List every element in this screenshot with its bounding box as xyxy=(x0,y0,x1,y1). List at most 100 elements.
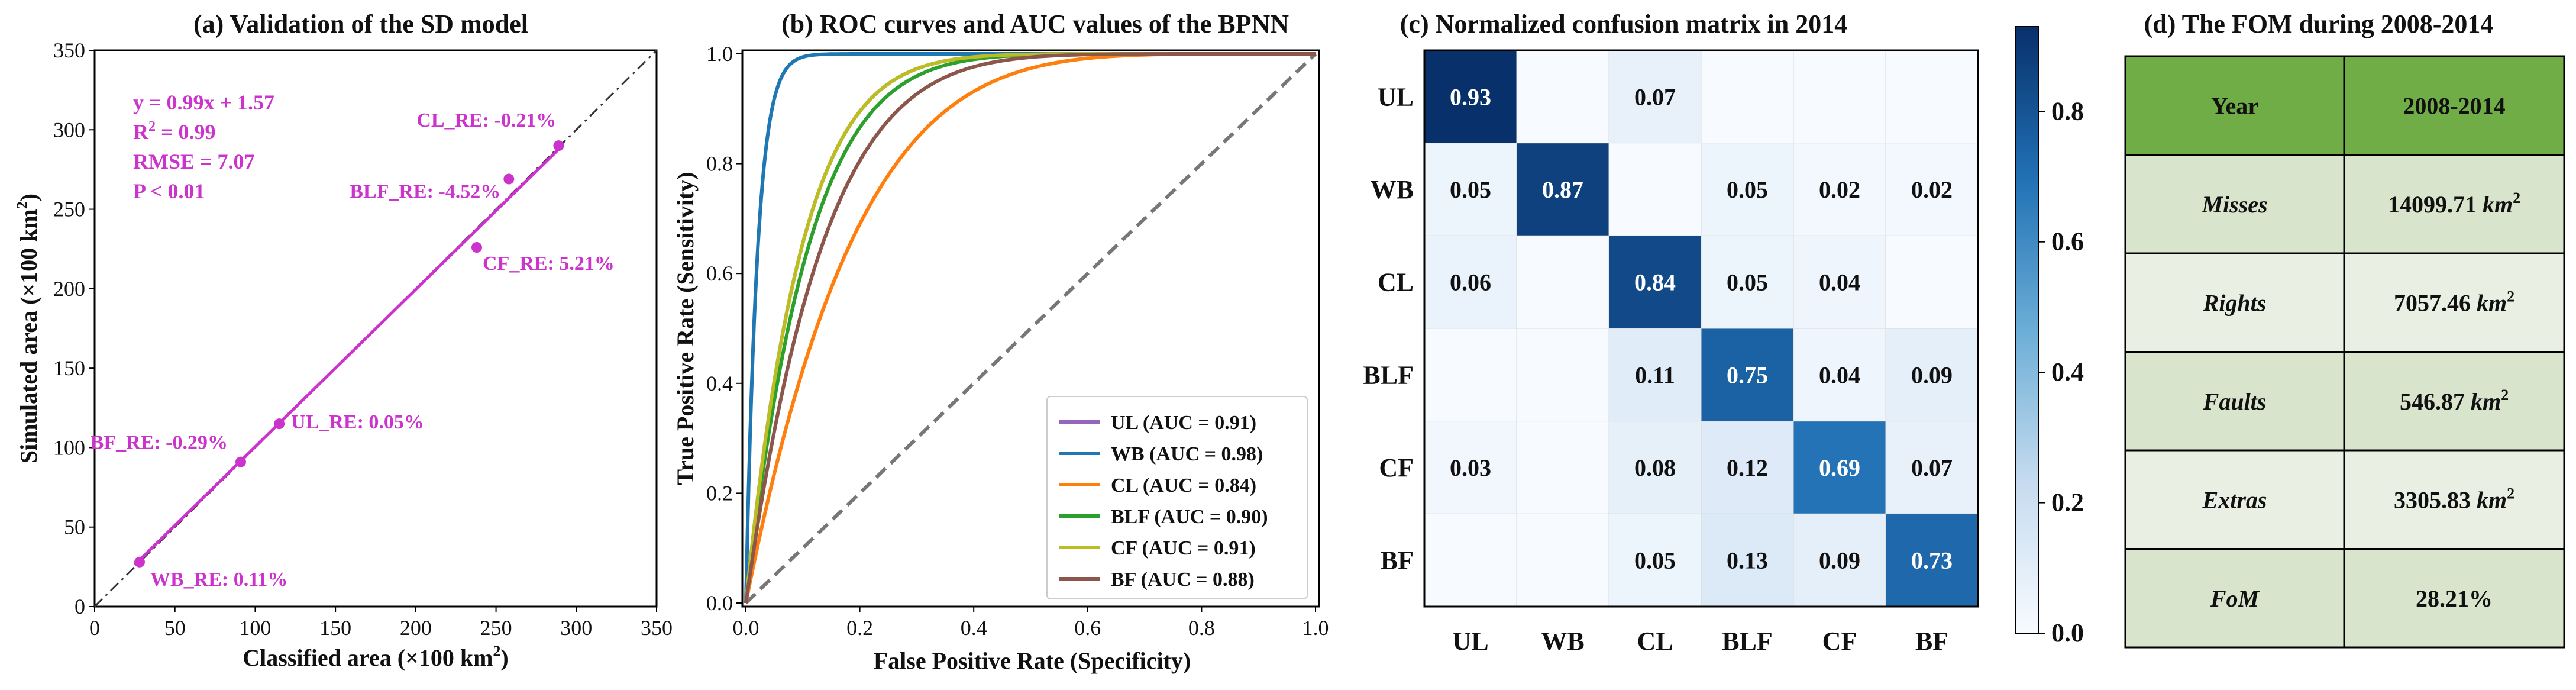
legend-entry: BF (AUC = 0.88) xyxy=(1111,569,1255,591)
matrix-cell-value: 0.11 xyxy=(1635,362,1675,388)
matrix-cell-value: 0.12 xyxy=(1727,454,1768,481)
fom-table: Year 2008-2014 Misses 14099.71 km2 Rights 705… xyxy=(2124,55,2565,649)
matrix-cell xyxy=(1424,143,1517,236)
panel-b-ticks: 0.0 0.2 0.4 0.6 0.8 1.0 0.0 0.2 0.4 0.6 0.8 1.0 xyxy=(706,42,1329,640)
x-tick-label: 0 xyxy=(89,616,100,640)
x-tick-label: 250 xyxy=(480,616,512,640)
matrix-frame xyxy=(1423,49,1979,608)
column-label: WB xyxy=(1541,627,1584,656)
column-label: BF xyxy=(1915,627,1948,656)
matrix-cell xyxy=(1793,50,1886,144)
x-tick-label: 1.0 xyxy=(1302,616,1329,640)
panel-a-y-axis-label: Simulated area (×100 km2) xyxy=(14,194,42,463)
y-tick-label: 50 xyxy=(64,515,85,539)
data-point xyxy=(274,418,285,430)
matrix-cell xyxy=(1885,143,1979,236)
matrix-cell xyxy=(1516,50,1609,144)
data-point xyxy=(134,556,145,568)
legend-entry: UL (AUC = 0.91) xyxy=(1111,412,1256,434)
fit-stats: y = 0.99x + 1.57 R2 = 0.99 RMSE = 7.07 P… xyxy=(133,91,274,203)
y-tick-label: 100 xyxy=(53,436,85,459)
colorbar-tick-label: 0.8 xyxy=(2051,96,2084,125)
matrix-cell xyxy=(1701,328,1794,422)
table-cell xyxy=(2124,351,2345,452)
legend-box xyxy=(1046,396,1308,599)
panel-a-x-axis-label: Classified area (×100 km2) xyxy=(243,643,508,671)
matrix-cell xyxy=(1424,328,1517,422)
matrix-cell-value: 0.75 xyxy=(1727,362,1768,388)
matrix-cell-value: 0.02 xyxy=(1819,176,1860,203)
matrix-cell xyxy=(1701,421,1794,514)
table-row-label: Extras xyxy=(2202,486,2267,513)
panel-a-points: WB_RE: 0.11% BF_RE: -0.29% UL_RE: 0.05% CF_… xyxy=(91,109,615,591)
row-label: BF xyxy=(1381,546,1414,575)
matrix-cell xyxy=(1516,328,1609,422)
matrix-cell xyxy=(1701,235,1794,329)
matrix-cell-value: 0.84 xyxy=(1634,269,1676,296)
panel-a-title: (a) Validation of the SD model xyxy=(193,9,528,38)
matrix-cell-value: 0.03 xyxy=(1450,454,1491,481)
matrix-cell xyxy=(1885,421,1979,514)
matrix-cell-value: 0.87 xyxy=(1542,176,1583,203)
panel-b-title: (b) ROC curves and AUC values of the BPN… xyxy=(781,9,1289,38)
panel-d-title: (d) The FOM during 2008-2014 xyxy=(2144,9,2494,38)
matrix-cell-value: 0.05 xyxy=(1634,547,1676,574)
y-tick-label: 0 xyxy=(75,595,85,618)
table-header-period: 2008-2014 xyxy=(2403,92,2505,119)
panel-b-roc-chart: (b) ROC curves and AUC values of the BPN… xyxy=(672,9,1329,674)
panel-d-fom-table: (d) The FOM during 2008-2014 Year 2008-20… xyxy=(2124,9,2565,649)
panel-a-validation-scatter: (a) Validation of the SD model 0 50 100 150… xyxy=(14,9,673,671)
row-label: BLF xyxy=(1363,360,1414,389)
y-tick-label: 150 xyxy=(53,356,85,380)
matrix-cell xyxy=(1608,143,1702,236)
column-label: BLF xyxy=(1722,627,1773,656)
matrix-cell-value: 0.05 xyxy=(1727,269,1768,296)
table-row-label: Rights xyxy=(2203,289,2267,316)
point-label: BLF_RE: -4.52% xyxy=(350,181,500,203)
matrix-cell-value: 0.02 xyxy=(1911,176,1953,203)
y-tick-label: 200 xyxy=(53,277,85,301)
column-label: CF xyxy=(1822,627,1857,656)
matrix-cell xyxy=(1793,235,1886,329)
x-tick-label: 300 xyxy=(560,616,592,640)
x-tick-label: 0.6 xyxy=(1074,616,1101,640)
fit-r2: R2 = 0.99 xyxy=(133,119,216,144)
y-tick-label: 300 xyxy=(53,118,85,141)
x-tick-label: 350 xyxy=(641,616,673,640)
x-tick-label: 0.0 xyxy=(733,616,759,640)
matrix-cell-value: 0.04 xyxy=(1819,362,1860,388)
table-cell xyxy=(2124,154,2345,254)
panel-a-axes-frame xyxy=(93,49,658,608)
table-cell xyxy=(2343,449,2565,550)
legend-entry: WB (AUC = 0.98) xyxy=(1111,443,1263,465)
matrix-cell xyxy=(1793,328,1886,422)
row-label: CF xyxy=(1379,453,1414,482)
legend-entry: CL (AUC = 0.84) xyxy=(1111,475,1256,496)
row-label: UL xyxy=(1378,82,1414,111)
matrix-cell xyxy=(1608,421,1702,514)
x-tick-label: 50 xyxy=(164,616,186,640)
fit-p-value: P < 0.01 xyxy=(133,179,205,203)
panel-b-axes-frame xyxy=(741,49,1320,608)
y-tick-label: 250 xyxy=(53,198,85,221)
table-row-value: 14099.71 km2 xyxy=(2388,189,2520,218)
panel-c-title: (c) Normalized confusion matrix in 2014 xyxy=(1400,9,1847,38)
table-row-label: Misses xyxy=(2201,191,2267,218)
matrix-cell xyxy=(1793,421,1886,514)
confusion-cells: 0.93 0.07 0.05 0.87 0.05 0.02 0.02 0.06 0.84 0.05… xyxy=(1424,50,1979,607)
colorbar-tick-label: 0.4 xyxy=(2051,357,2084,386)
matrix-cell-value: 0.69 xyxy=(1819,454,1860,481)
fit-equation: y = 0.99x + 1.57 xyxy=(133,91,274,114)
table-cell xyxy=(2343,154,2565,254)
colorbar-tick-label: 0.0 xyxy=(2051,618,2084,647)
y-tick-label: 0.4 xyxy=(706,372,733,395)
table-cell xyxy=(2343,548,2565,649)
table-row-value: 28.21% xyxy=(2416,585,2493,612)
table-row-value: 3305.83 km2 xyxy=(2394,485,2514,513)
point-label: BF_RE: -0.29% xyxy=(91,432,228,454)
confusion-category-labels: UL UL WB WB CL CL BLF BLF CF CF BF BF xyxy=(1363,82,1948,656)
matrix-cell xyxy=(1516,143,1609,236)
x-tick-label: 200 xyxy=(400,616,432,640)
roc-curve xyxy=(744,52,1316,604)
panel-c-confusion-matrix: (c) Normalized confusion matrix in 2014 … xyxy=(1363,9,2084,656)
